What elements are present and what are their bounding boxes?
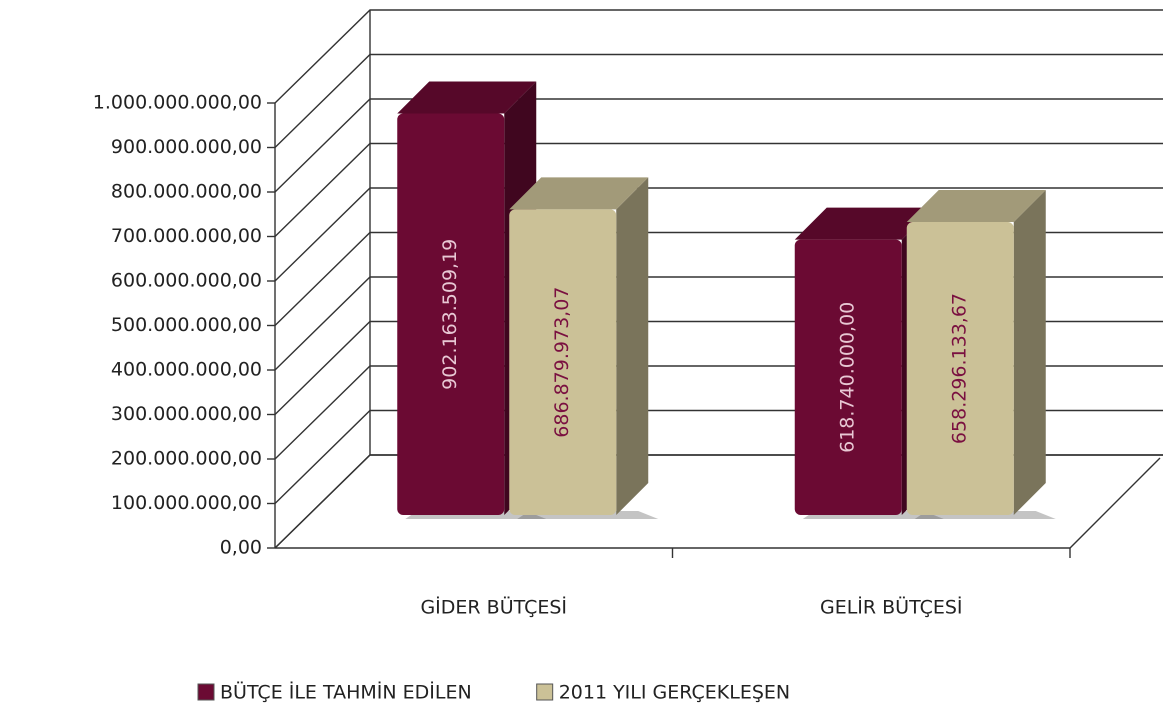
bar-top xyxy=(906,190,1046,223)
y-tick-label: 600.000.000,00 xyxy=(111,270,262,292)
y-tick-label: 500.000.000,00 xyxy=(111,314,262,336)
x-tick-label: GELİR BÜTÇESİ xyxy=(820,596,963,619)
y-tick-label: 1.000.000.000,00 xyxy=(93,92,262,114)
y-tick-label: 100.000.000,00 xyxy=(111,492,262,514)
value-label: 902.163.509,19 xyxy=(439,239,461,390)
bar xyxy=(397,113,505,516)
grid-line xyxy=(274,9,1163,104)
y-tick-label: 400.000.000,00 xyxy=(111,359,262,381)
grid-line xyxy=(274,142,1163,238)
bar-top xyxy=(397,81,537,114)
bar xyxy=(794,239,902,515)
bar-side xyxy=(1013,190,1046,515)
bar xyxy=(906,222,1014,515)
legend-swatch xyxy=(536,683,554,701)
bar-top xyxy=(509,177,649,210)
grid-line xyxy=(274,187,1163,282)
grid-line xyxy=(274,98,1163,193)
value-label: 618.740.000,00 xyxy=(837,302,859,453)
value-label: 686.879.973,07 xyxy=(551,287,573,438)
y-tick-label: 900.000.000,00 xyxy=(111,136,262,158)
bar-top xyxy=(794,207,934,240)
y-tick-label: 700.000.000,00 xyxy=(111,225,262,247)
y-tick-label: 800.000.000,00 xyxy=(111,181,262,203)
y-tick-label: 200.000.000,00 xyxy=(111,448,262,470)
bar xyxy=(509,209,617,515)
bar-side xyxy=(616,177,649,515)
value-label: 658.296.133,67 xyxy=(949,293,971,444)
grid-line xyxy=(274,53,1163,149)
legend-swatch xyxy=(197,683,215,701)
y-tick-label: 300.000.000,00 xyxy=(111,403,262,425)
x-tick-label: GİDER BÜTÇESİ xyxy=(420,596,567,619)
legend-label: BÜTÇE İLE TAHMİN EDİLEN xyxy=(220,681,472,704)
legend-label: 2011 YILI GERÇEKLEŞEN xyxy=(559,682,790,704)
y-tick-label: 0,00 xyxy=(220,537,262,559)
